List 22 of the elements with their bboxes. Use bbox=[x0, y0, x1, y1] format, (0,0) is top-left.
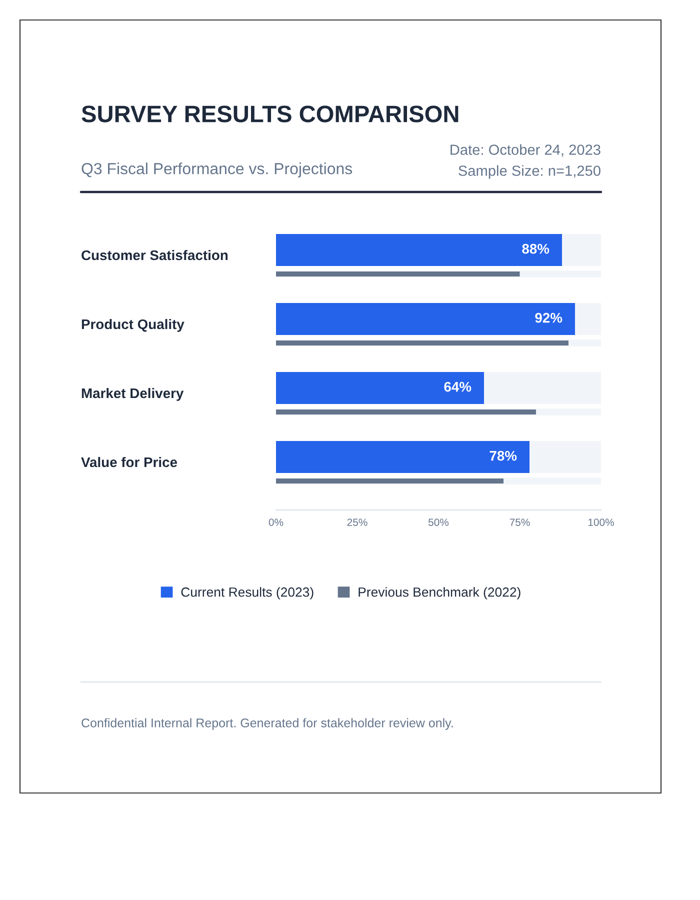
text: Date: October 24, 2023 bbox=[450, 144, 600, 157]
text: Confidential Internal Report. Generated for stakeholder review only. bbox=[82, 718, 453, 730]
bar bbox=[276, 478, 504, 484]
x-tick-label: 100% bbox=[588, 518, 614, 526]
data-label: 92% bbox=[535, 312, 562, 323]
y-tick-label: Customer Satisfaction bbox=[82, 250, 228, 260]
x-tick-label: 75% bbox=[510, 518, 530, 526]
x-tick-label: 50% bbox=[428, 518, 449, 526]
legend-label: Previous Benchmark (2022) bbox=[358, 587, 520, 600]
y-tick-label: Market Delivery bbox=[82, 388, 184, 401]
chart-title: SURVEY RESULTS COMPARISON bbox=[82, 106, 458, 122]
y-tick-label: Value for Price bbox=[81, 456, 178, 468]
data-label: 88% bbox=[522, 244, 550, 254]
y-tick-label: Product Quality bbox=[82, 318, 184, 332]
bar bbox=[276, 272, 520, 276]
data-label: 78% bbox=[490, 450, 517, 461]
x-tick-label: 0% bbox=[268, 518, 284, 526]
data-label: 64% bbox=[444, 382, 472, 392]
legend-label: Current Results (2023) bbox=[181, 587, 314, 600]
chart-subtitle: Q3 Fiscal Performance vs. Projections bbox=[82, 162, 352, 178]
x-tick-label: 25% bbox=[347, 518, 368, 526]
text: Sample Size: n=1,250 bbox=[458, 165, 600, 179]
